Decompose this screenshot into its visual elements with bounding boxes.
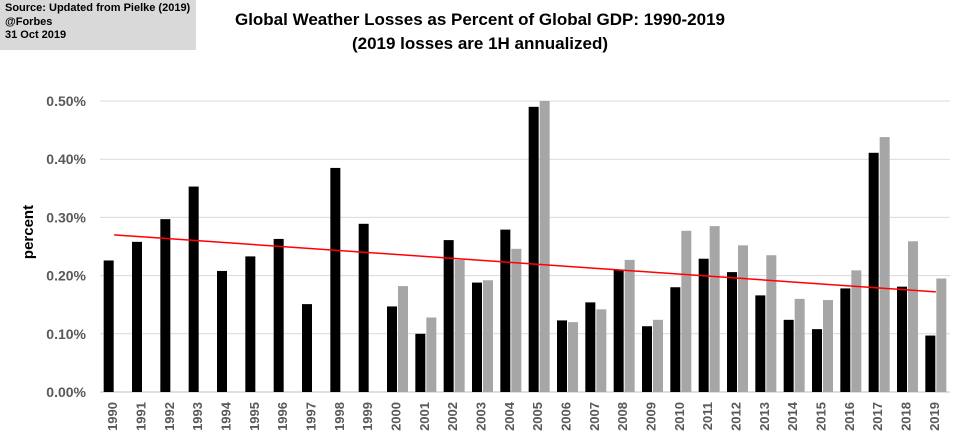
bar (794, 298, 805, 392)
x-tick-label: 1990 (105, 402, 120, 431)
bar (443, 240, 454, 392)
bar (738, 245, 748, 392)
x-tick-label: 2016 (842, 402, 857, 431)
x-tick-label: 1997 (304, 402, 319, 431)
bar (585, 302, 596, 392)
x-tick-label: 1992 (162, 402, 177, 431)
y-tick-label: 0.30% (46, 209, 86, 225)
x-tick-label: 2018 (899, 402, 914, 431)
x-tick-label: 2015 (814, 402, 829, 431)
bar (302, 304, 312, 392)
bar (897, 286, 907, 392)
bar (851, 270, 862, 392)
bar (840, 288, 851, 392)
x-tick-label: 1993 (190, 402, 205, 431)
x-tick-label: 2012 (729, 402, 744, 431)
y-axis-tick-labels: 0.00% 0.10% 0.20% 0.30% 0.40% 0.50% (46, 93, 86, 400)
bar (908, 241, 918, 392)
x-tick-label: 2006 (559, 402, 574, 431)
bar (539, 101, 550, 392)
y-tick-label: 0.50% (46, 93, 86, 109)
x-tick-label: 2010 (672, 402, 687, 431)
bar (217, 270, 227, 392)
trend-line (114, 234, 936, 293)
bar (766, 255, 777, 392)
bar (454, 259, 465, 392)
bar (358, 223, 369, 392)
bar (160, 219, 171, 392)
x-tick-label: 2011 (700, 402, 715, 430)
x-tick-label: 2004 (502, 401, 517, 431)
bar (273, 238, 284, 392)
bar (472, 282, 482, 392)
bar (188, 186, 199, 392)
bar (709, 226, 720, 392)
y-tick-label: 0.40% (46, 151, 86, 167)
bar (879, 137, 890, 392)
bar (557, 320, 567, 392)
x-tick-label: 1999 (360, 402, 375, 431)
bar (624, 259, 635, 392)
x-tick-label: 1991 (134, 402, 149, 431)
x-tick-label: 1995 (247, 402, 262, 431)
bar (387, 306, 397, 392)
bar (330, 167, 341, 392)
chart-title: Global Weather Losses as Percent of Glob… (234, 10, 726, 29)
x-tick-label: 2017 (870, 402, 885, 431)
bar (936, 278, 947, 392)
bar (568, 322, 578, 392)
source-note: Source: Updated from Pielke (2019) @Forb… (0, 0, 196, 50)
bar (245, 256, 256, 392)
x-tick-label: 2009 (644, 402, 659, 431)
bar (823, 300, 833, 392)
source-line: Source: Updated from Pielke (2019) (5, 2, 191, 14)
y-tick-label: 0.00% (46, 384, 86, 400)
x-tick-label: 1996 (275, 402, 290, 431)
bar (500, 229, 511, 392)
y-axis-title: percent (20, 205, 37, 259)
x-tick-label: 2014 (785, 401, 800, 431)
bar (812, 329, 822, 392)
x-tick-label: 2013 (757, 402, 772, 431)
bar (783, 319, 794, 392)
bar (415, 333, 426, 392)
bars (103, 101, 947, 392)
bar (103, 260, 114, 392)
bar (613, 269, 624, 392)
x-tick-label: 2001 (417, 402, 432, 431)
x-axis-tick-labels: 1990 1991 1992 1993 1994 1995 1996 1997 1998 1999… (105, 401, 942, 431)
bar (681, 230, 692, 392)
bar (511, 248, 522, 392)
bar (528, 106, 539, 392)
x-tick-label: 2007 (587, 402, 602, 431)
source-date: 31 Oct 2019 (5, 29, 67, 41)
bar (398, 286, 408, 392)
x-tick-label: 1998 (332, 402, 347, 431)
x-tick-label: 2008 (615, 402, 630, 431)
x-tick-label: 2002 (445, 402, 460, 431)
gridlines (100, 100, 950, 393)
x-tick-label: 1994 (219, 401, 234, 431)
chart-subtitle: (2019 losses are 1H annualized) (351, 34, 609, 53)
y-tick-label: 0.20% (46, 268, 86, 284)
bar (925, 335, 936, 392)
bar (868, 152, 879, 392)
x-tick-label: 2000 (389, 402, 404, 431)
bar (727, 272, 737, 392)
bar (426, 317, 437, 392)
x-tick-label: 2019 (927, 402, 942, 431)
bar (653, 319, 663, 392)
bar (132, 241, 142, 392)
y-tick-label: 0.10% (46, 326, 86, 342)
x-tick-label: 2003 (474, 402, 489, 431)
x-tick-label: 2005 (530, 402, 545, 431)
bar (698, 258, 709, 392)
source-handle: @Forbes (5, 15, 53, 28)
bar (596, 309, 607, 392)
bar (483, 280, 493, 392)
bar (670, 287, 681, 392)
bar (755, 295, 766, 392)
bar (642, 326, 652, 392)
